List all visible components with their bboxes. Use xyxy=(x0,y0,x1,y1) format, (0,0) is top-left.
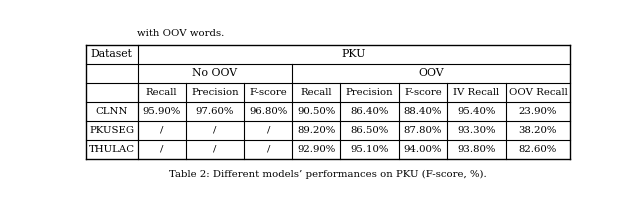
Text: OOV: OOV xyxy=(419,68,444,78)
Text: Recall: Recall xyxy=(146,88,177,97)
Text: Recall: Recall xyxy=(301,88,332,97)
Text: No OOV: No OOV xyxy=(193,68,237,78)
Text: 38.20%: 38.20% xyxy=(519,126,557,135)
Text: with OOV words.: with OOV words. xyxy=(137,29,225,38)
Text: /: / xyxy=(267,126,270,135)
Text: 93.30%: 93.30% xyxy=(457,126,495,135)
Text: CLNN: CLNN xyxy=(95,107,128,116)
Text: Table 2: Different models’ performances on PKU (F-score, %).: Table 2: Different models’ performances … xyxy=(169,170,487,179)
Text: 93.80%: 93.80% xyxy=(457,145,495,154)
Text: /: / xyxy=(160,126,163,135)
Text: 88.40%: 88.40% xyxy=(404,107,442,116)
Text: 86.50%: 86.50% xyxy=(351,126,388,135)
Text: 97.60%: 97.60% xyxy=(196,107,234,116)
Text: 94.00%: 94.00% xyxy=(404,145,442,154)
Text: Dataset: Dataset xyxy=(91,49,132,59)
Text: IV Recall: IV Recall xyxy=(453,88,499,97)
Text: 87.80%: 87.80% xyxy=(404,126,442,135)
Text: /: / xyxy=(160,145,163,154)
Text: 82.60%: 82.60% xyxy=(519,145,557,154)
Text: PKUSEG: PKUSEG xyxy=(90,126,134,135)
Text: 95.90%: 95.90% xyxy=(143,107,180,116)
Text: OOV Recall: OOV Recall xyxy=(509,88,567,97)
Text: 95.40%: 95.40% xyxy=(457,107,495,116)
Text: 96.80%: 96.80% xyxy=(249,107,287,116)
Text: 90.50%: 90.50% xyxy=(297,107,335,116)
Text: 89.20%: 89.20% xyxy=(297,126,335,135)
Text: PKU: PKU xyxy=(342,49,366,59)
Text: 23.90%: 23.90% xyxy=(519,107,557,116)
Text: Precision: Precision xyxy=(346,88,394,97)
Text: 86.40%: 86.40% xyxy=(351,107,389,116)
Text: /: / xyxy=(267,145,270,154)
Text: Precision: Precision xyxy=(191,88,239,97)
Text: /: / xyxy=(213,126,217,135)
Text: F-score: F-score xyxy=(404,88,442,97)
Text: /: / xyxy=(213,145,217,154)
Text: F-score: F-score xyxy=(250,88,287,97)
Text: 95.10%: 95.10% xyxy=(351,145,389,154)
Text: 92.90%: 92.90% xyxy=(297,145,335,154)
Text: THULAC: THULAC xyxy=(89,145,135,154)
